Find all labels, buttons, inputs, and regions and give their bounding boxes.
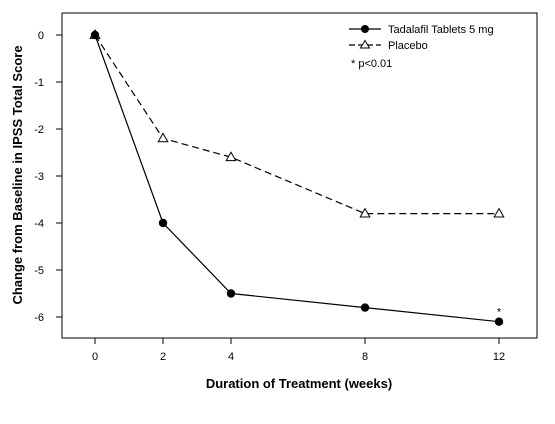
data-point-tadalafil bbox=[158, 218, 168, 228]
data-point-tadalafil bbox=[226, 289, 236, 298]
data-point-tadalafil bbox=[494, 317, 504, 326]
data-point-placebo bbox=[359, 207, 371, 218]
y-tick-label: -3 bbox=[34, 171, 44, 183]
y-tick-label: -2 bbox=[34, 124, 44, 136]
series-line-tadalafil bbox=[94, 34, 500, 323]
x-tick-label: 0 bbox=[92, 351, 98, 363]
legend-label-placebo: Placebo bbox=[388, 40, 428, 52]
x-tick-label: 2 bbox=[160, 351, 166, 363]
y-axis-ticks: 0 -1 -2 -3 -4 -5 -6 bbox=[34, 30, 62, 324]
y-tick-label: -4 bbox=[34, 218, 44, 230]
data-point-tadalafil bbox=[90, 30, 100, 40]
legend: Tadalafil Tablets 5 mg Placebo * p<0.01 bbox=[349, 24, 494, 70]
significance-asterisk: * bbox=[497, 307, 502, 319]
y-tick-label: 0 bbox=[38, 30, 44, 42]
x-axis-title: Duration of Treatment (weeks) bbox=[206, 376, 392, 391]
y-tick-label: -6 bbox=[34, 312, 44, 324]
x-tick-label: 4 bbox=[228, 351, 234, 363]
y-tick-label: -1 bbox=[34, 77, 44, 89]
data-point-placebo bbox=[493, 207, 505, 218]
legend-footnote: * p<0.01 bbox=[351, 58, 392, 70]
data-point-placebo bbox=[157, 132, 169, 143]
annotation-layer: * bbox=[497, 307, 502, 319]
y-axis-title: Change from Baseline in IPSS Total Score bbox=[10, 45, 25, 304]
legend-marker-placebo bbox=[359, 39, 371, 49]
plot-frame bbox=[61, 12, 538, 339]
x-tick-label: 12 bbox=[493, 351, 505, 363]
legend-label-tadalafil: Tadalafil Tablets 5 mg bbox=[388, 24, 494, 36]
series-layer bbox=[89, 28, 505, 326]
data-point-tadalafil bbox=[360, 303, 370, 312]
y-tick-label: -5 bbox=[34, 265, 44, 277]
x-axis-ticks: 0 2 4 8 12 bbox=[92, 338, 505, 363]
series-line-placebo bbox=[94, 34, 499, 215]
data-point-placebo bbox=[225, 151, 237, 162]
legend-marker-tadalafil bbox=[361, 25, 369, 33]
x-tick-label: 8 bbox=[362, 351, 368, 363]
